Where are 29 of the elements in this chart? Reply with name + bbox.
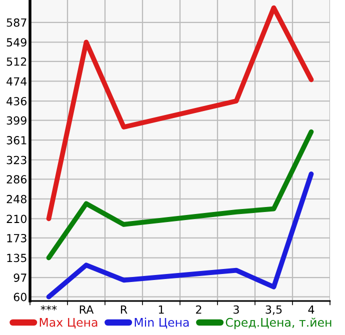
x-tick-label: *** bbox=[40, 305, 57, 310]
y-tick-label: 60 bbox=[14, 292, 26, 302]
x-tick-label: 4 bbox=[308, 306, 314, 314]
line-series bbox=[46, 129, 314, 260]
x-tick-label: 1 bbox=[158, 306, 164, 314]
x-tick-label: 3 bbox=[234, 305, 239, 314]
y-tick-label: 286 bbox=[6, 175, 27, 184]
y-tick-label: 248 bbox=[6, 194, 26, 204]
y-tick-label: 173 bbox=[7, 234, 26, 242]
y-tick-label: 587 bbox=[6, 18, 26, 27]
y-tick-label: 97 bbox=[14, 274, 26, 282]
y-tick-label: 210 bbox=[6, 214, 26, 224]
y-tick-label: 474 bbox=[6, 77, 27, 86]
legend-label: Min Цена bbox=[134, 318, 189, 328]
x-tick-label: 3,5 bbox=[266, 305, 282, 315]
y-tick-label: 512 bbox=[6, 57, 26, 66]
y-tick-label: 361 bbox=[6, 136, 26, 144]
y-tick-label: 323 bbox=[6, 156, 26, 164]
y-tick-label: 399 bbox=[6, 116, 26, 125]
line-series bbox=[46, 5, 314, 222]
x-tick-label: R bbox=[120, 306, 128, 314]
x-tick-label: 2 bbox=[196, 305, 202, 314]
line-series bbox=[46, 172, 314, 300]
y-tick-label: 436 bbox=[6, 97, 27, 106]
legend-label: Сред.Цена, т.йен bbox=[226, 318, 332, 330]
x-tick-label: RA bbox=[80, 306, 94, 314]
y-tick-label: 549 bbox=[6, 38, 26, 47]
y-tick-label: 135 bbox=[7, 254, 26, 262]
legend-label: Max Цена bbox=[40, 318, 98, 328]
